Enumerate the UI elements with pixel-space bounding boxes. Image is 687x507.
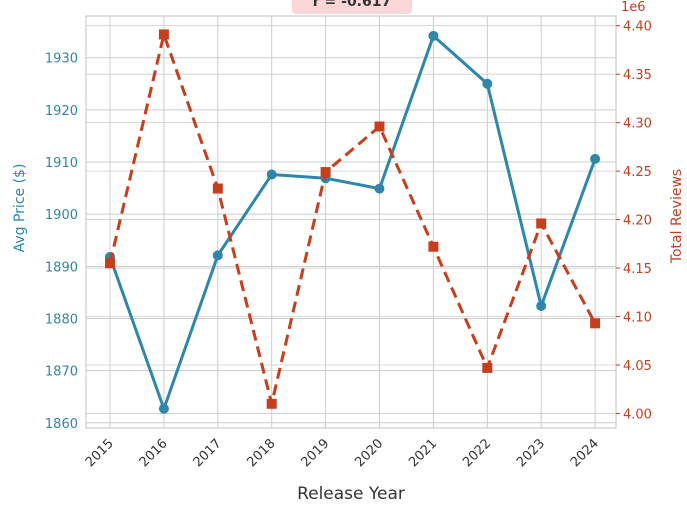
avg-price-point [266,169,277,180]
plot-frame [85,15,617,429]
avg-price-point [158,403,169,414]
correlation-annotation: r = -0.617 [313,0,391,10]
x-tick-label: 2023 [514,436,548,470]
total-reviews-point [212,183,223,194]
x-tick-label: 2016 [137,436,171,470]
y-tick-label-right: 4.40 [623,20,652,35]
right-axis-ticks: 4.00 4.05 4.10 4.15 4.20 4.25 4.30 4.35 4.40 [616,20,652,422]
total-reviews-point [536,218,547,229]
grid [86,16,616,428]
y-tick-label-right: 4.35 [623,68,652,83]
x-axis-label: Release Year [297,484,405,504]
y-tick-label-right: 4.25 [623,165,652,180]
y-tick-label-right: 4.30 [623,117,652,132]
right-axis-multiplier: 1e6 [621,0,646,15]
total-reviews-point [374,121,385,132]
total-reviews-point [428,241,439,252]
x-axis-ticks: 2015 2016 2017 2018 2019 2020 2021 2022 2023 2024 [83,436,602,470]
y-tick-label-right: 4.15 [623,262,652,277]
x-tick-label: 2020 [352,436,386,470]
total-reviews-point [482,362,493,373]
left-axis-ticks: 1860 1870 1880 1890 1900 1910 1920 1930 [45,52,78,432]
total-reviews-line [108,32,597,406]
y-axis-label-right: Total Reviews [669,169,685,264]
y-tick-label-right: 4.10 [623,311,652,326]
y-tick-label-left: 1890 [45,260,78,275]
avg-price-line [108,34,597,411]
total-reviews-point [158,29,169,40]
total-reviews-point [105,258,115,269]
x-tick-label: 2018 [245,436,279,470]
y-tick-label-right: 4.05 [623,359,652,374]
avg-price-point [482,78,493,89]
y-axis-label-left: Avg Price ($) [12,164,28,253]
y-tick-label-right: 4.00 [623,407,652,422]
avg-price-point [428,30,439,41]
y-tick-label-left: 1860 [45,417,78,432]
x-tick-label: 2024 [568,436,602,470]
avg-price-point [212,250,223,261]
total-reviews-point [320,167,331,178]
y-tick-label-left: 1880 [45,312,78,327]
x-tick-label: 2019 [298,436,332,470]
x-tick-label: 2022 [460,436,494,470]
y-tick-label-left: 1900 [45,208,78,223]
series-layer [105,29,601,414]
x-tick-label: 2017 [191,436,225,470]
y-tick-label-left: 1920 [45,104,78,119]
y-tick-label-right: 4.20 [623,214,652,229]
total-reviews-point [266,398,277,409]
avg-price-point [590,153,601,164]
annotation-box: r = -0.617 [292,0,412,14]
y-tick-label-left: 1870 [45,365,78,380]
y-tick-label-left: 1930 [45,52,78,67]
y-tick-label-left: 1910 [45,156,78,171]
total-reviews-point [590,318,601,329]
avg-price-point [374,183,385,194]
x-tick-label: 2021 [406,436,440,470]
annotation-background [292,0,412,14]
x-tick-label: 2015 [83,436,117,470]
avg-price-point [536,300,547,311]
